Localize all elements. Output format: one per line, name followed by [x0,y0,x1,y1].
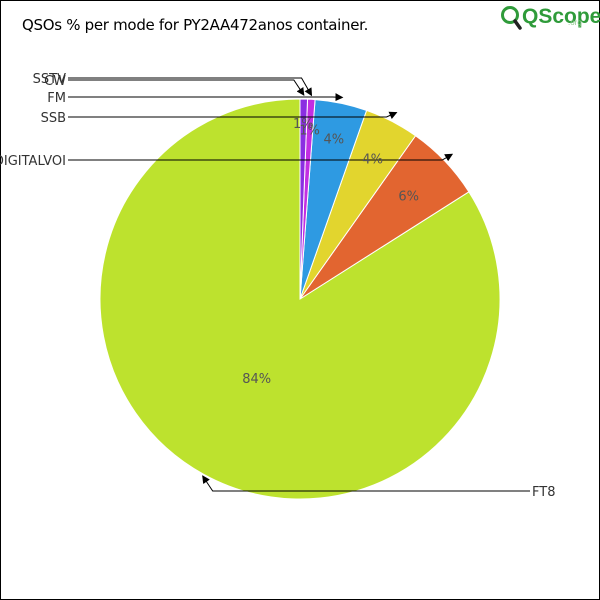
pct-label-fm: 4% [323,133,344,148]
pct-label-ssb: 4% [362,153,383,168]
leader-line-ssb [68,111,398,120]
leader-line-digitalvoi [68,153,454,162]
leader-line-cw [68,79,305,96]
category-label-cw: CW [44,74,66,89]
pct-label-digitalvoi: 6% [398,190,419,205]
category-label-fm: FM [47,91,66,106]
leader-line-ft8 [202,475,530,492]
pct-label-sstv: 1% [299,123,320,138]
category-label-ssb: SSB [41,111,66,126]
magnifier-icon [501,6,522,30]
logo-brand: QScope [522,5,600,28]
category-label-digitalvoi: DIGITALVOI [0,154,66,169]
pct-label-cw: 1% [293,117,314,132]
leader-line-sstv [68,77,313,97]
qscope-logo[interactable]: QScope .org [500,4,600,34]
category-label-ft8: FT8 [532,485,555,500]
pct-label-ft8: 84% [242,372,271,387]
logo-suffix: .org [568,18,582,27]
category-label-sstv: SSTV [33,72,66,87]
pie-slice-cw [299,98,309,300]
chart-title: QSOs % per mode for PY2AA472anos contain… [22,16,369,34]
